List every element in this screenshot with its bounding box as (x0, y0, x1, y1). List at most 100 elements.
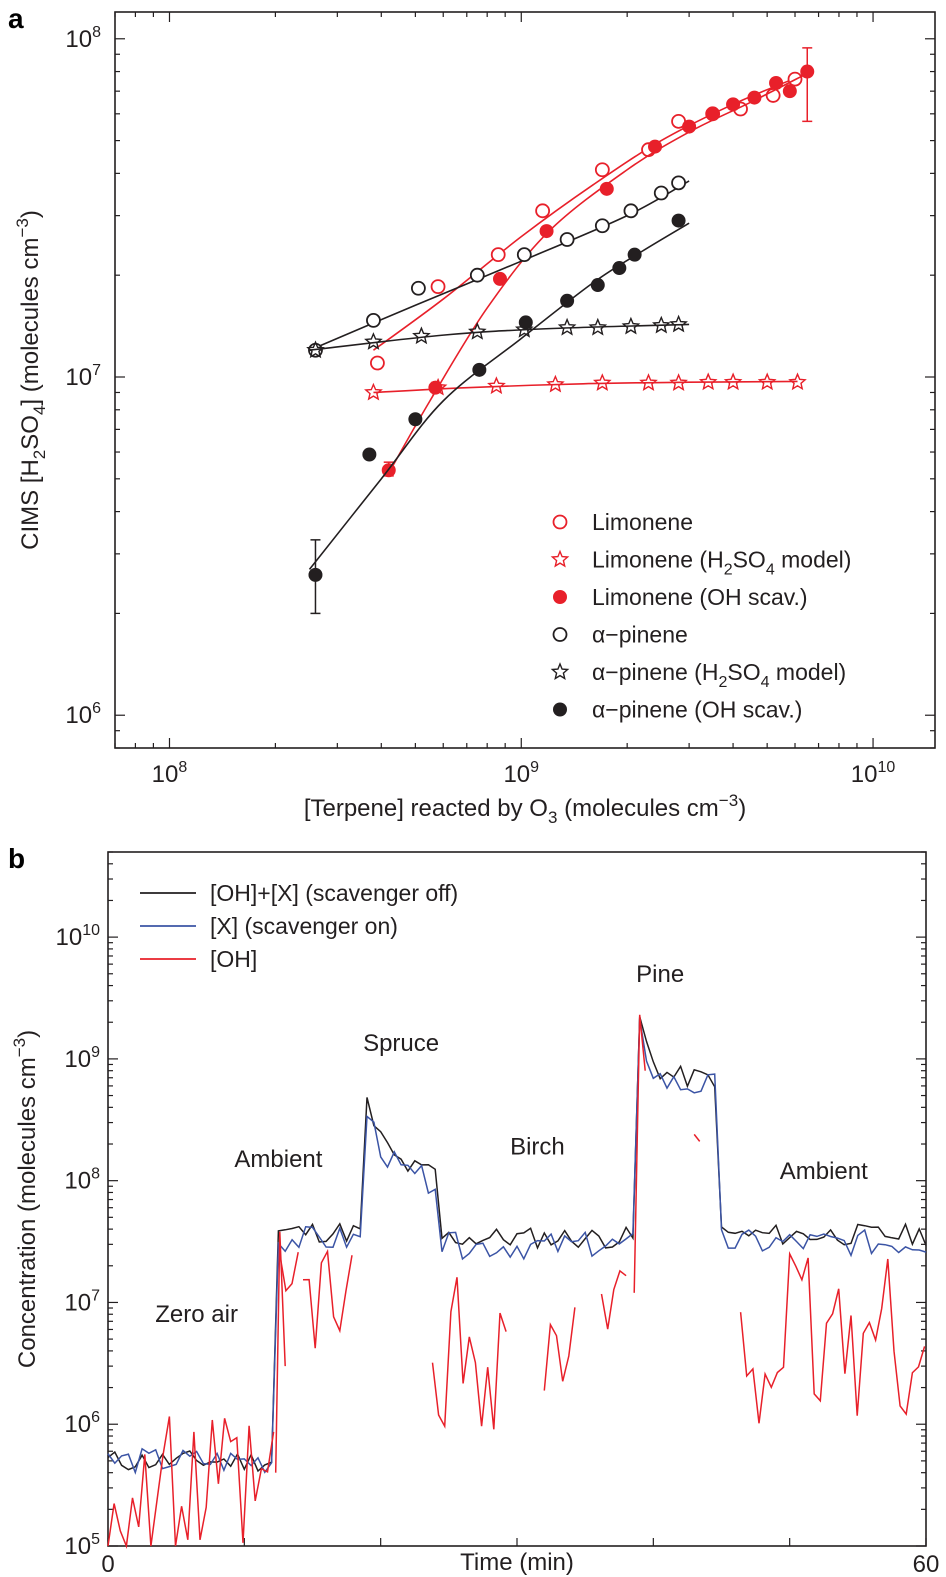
series-0 (370, 71, 803, 371)
star-marker (723, 372, 743, 391)
star-marker (621, 316, 641, 335)
x-tick-label: 60 (913, 1551, 940, 1577)
y-tick-label: 109 (64, 1044, 100, 1073)
filled-circle-marker (308, 567, 323, 582)
line-oh (279, 1252, 299, 1293)
filled-circle-marker (590, 278, 605, 293)
filled-circle-marker (705, 106, 720, 121)
star-marker (306, 340, 325, 359)
filled-circle-marker (560, 293, 575, 308)
line-x (107, 1018, 927, 1475)
open-circle-marker (535, 203, 551, 219)
series-3 (308, 175, 690, 358)
y-tick-label: 108 (64, 1166, 100, 1195)
open-circle-marker (490, 247, 506, 263)
star-marker (698, 372, 718, 391)
fit-curve (309, 323, 690, 352)
annotation: Pine (636, 961, 684, 988)
legend-label: [X] (scavenger on) (210, 913, 398, 939)
legend-label: Limonene (H2SO4 model) (592, 547, 851, 579)
star-marker (487, 376, 506, 395)
chart-panel-a: 108 109 1010 106 107 108 [Terpene] reacted by … (13, 11, 936, 827)
star-marker (651, 315, 671, 334)
annotation: Ambient (780, 1158, 868, 1185)
y-axis-title: CIMS [H2SO4] (molecules cm−3) (13, 210, 49, 550)
line-oh (693, 1133, 701, 1142)
line-oh (600, 1269, 627, 1330)
star-marker (669, 314, 688, 333)
filled-circle-marker (539, 224, 554, 239)
line-oh (739, 1251, 926, 1424)
open-circle-marker (516, 247, 532, 263)
filled-circle-marker (362, 447, 377, 462)
y-tick-label: 105 (64, 1531, 100, 1560)
legend: Limonene Limonene (H2SO4 model) Limonene (… (550, 509, 851, 723)
star-marker (639, 373, 658, 391)
filled-circle-marker (648, 139, 663, 154)
y-tick-label: 1010 (56, 922, 101, 951)
filled-circle-marker (472, 362, 487, 377)
open-circle-marker (653, 185, 669, 201)
chart-panel-b: 105 106 107 108 109 1010 0 60 Time (min) Concentr… (10, 851, 940, 1577)
open-circle-marker (623, 203, 639, 219)
open-circle-marker (552, 514, 568, 530)
star-marker (592, 373, 612, 391)
series-4 (306, 314, 690, 359)
x-axis-title: Time (min) (460, 1549, 574, 1576)
star-marker (557, 317, 577, 336)
star-marker (757, 372, 777, 391)
open-circle-marker (594, 162, 610, 178)
fit-curve (388, 72, 808, 474)
line-oh (107, 1416, 275, 1549)
line-oh-plus-x (107, 1016, 927, 1473)
annotation: Birch (510, 1134, 565, 1161)
legend-label: [OH]+[X] (scavenger off) (210, 880, 458, 906)
y-tick-label: 106 (65, 700, 101, 729)
star-marker (550, 662, 570, 680)
plot-frame (114, 11, 936, 749)
series-5 (308, 213, 690, 615)
filled-circle-marker (726, 97, 741, 112)
open-circle-marker (411, 280, 426, 296)
y-tick-label: 108 (65, 24, 101, 53)
filled-circle-marker (518, 315, 533, 330)
filled-circle-marker (627, 247, 642, 262)
annotation: Ambient (234, 1146, 322, 1173)
annotation: Zero air (155, 1301, 238, 1328)
open-circle-marker (430, 279, 446, 295)
line-oh (633, 1014, 646, 1293)
filled-circle-marker (769, 76, 784, 91)
star-marker (364, 382, 383, 401)
star-marker (550, 549, 570, 568)
filled-circle-marker (428, 380, 443, 395)
star-marker (588, 317, 608, 336)
filled-circle-marker (492, 271, 507, 286)
x-tick-label: 108 (152, 759, 188, 788)
legend: [OH]+[X] (scavenger off) [X] (scavenger o… (140, 880, 458, 972)
filled-circle-marker (553, 702, 567, 717)
star-marker (467, 321, 487, 340)
legend-label: Limonene (OH scav.) (592, 584, 808, 610)
star-marker (788, 372, 807, 391)
filled-circle-marker (800, 64, 815, 79)
star-marker (364, 332, 383, 350)
x-tick-label: 0 (101, 1551, 114, 1577)
open-circle-marker (366, 313, 381, 328)
x-axis-title: [Terpene] reacted by O3 (molecules cm−3) (304, 791, 746, 827)
filled-circle-marker (408, 412, 423, 427)
y-tick-label: 106 (64, 1409, 100, 1438)
filled-circle-marker (747, 90, 762, 105)
filled-circle-marker (782, 84, 797, 99)
star-marker (546, 374, 565, 393)
y-axis-title: Concentration (molecules cm−3) (10, 1030, 41, 1368)
filled-circle-marker (599, 181, 614, 196)
legend-label: α−pinene (OH scav.) (592, 697, 802, 723)
line-oh (302, 1248, 353, 1349)
filled-circle-marker (671, 213, 686, 228)
y-tick-label: 107 (65, 362, 101, 391)
annotation: Spruce (363, 1030, 439, 1057)
open-circle-marker (469, 267, 485, 283)
filled-circle-marker (682, 119, 697, 134)
filled-circle-marker (612, 261, 627, 276)
x-tick-label: 1010 (851, 759, 896, 788)
